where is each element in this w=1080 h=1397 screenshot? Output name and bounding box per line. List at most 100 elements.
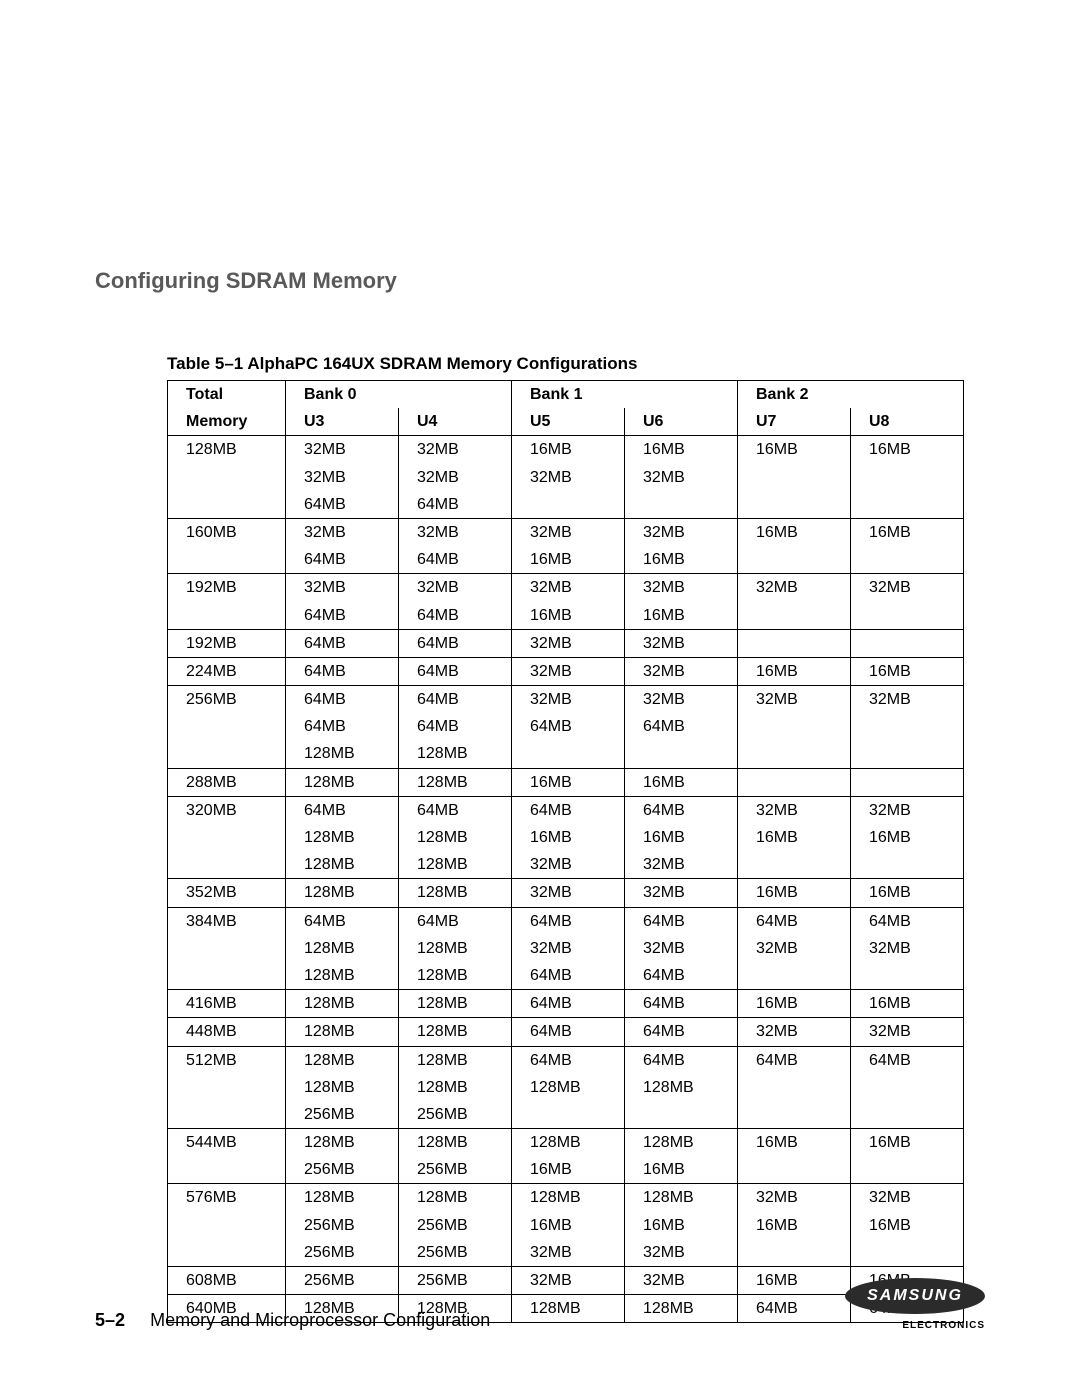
table-cell: 16MB xyxy=(512,602,625,630)
table-cell: 32MB xyxy=(512,879,625,907)
table-cell xyxy=(512,1101,625,1129)
table-cell: 32MB xyxy=(286,574,399,602)
table-cell: 256MB xyxy=(286,1212,399,1239)
table-row: 128MB128MB32MB32MB32MB32MB xyxy=(168,935,964,962)
table-cell: 16MB xyxy=(625,1212,738,1239)
table-cell xyxy=(738,1156,851,1184)
table-cell: 64MB xyxy=(399,907,512,935)
table-cell: 64MB xyxy=(399,686,512,714)
table-cell: 64MB xyxy=(286,546,399,574)
table-cell: 16MB xyxy=(851,879,964,907)
table-cell: 448MB xyxy=(168,1018,286,1046)
table-cell: 32MB xyxy=(286,518,399,546)
table-row: 128MB128MB16MB16MB16MB16MB xyxy=(168,824,964,851)
table-cell: 64MB xyxy=(512,713,625,740)
header-total: Total xyxy=(168,381,286,409)
table-cell: 256MB xyxy=(399,1101,512,1129)
section-title: Configuring SDRAM Memory xyxy=(95,268,985,294)
table-row: 256MB256MB xyxy=(168,1101,964,1129)
table-cell: 64MB xyxy=(399,796,512,824)
table-cell: 32MB xyxy=(625,851,738,879)
table-cell: 32MB xyxy=(625,935,738,962)
table-cell xyxy=(738,1101,851,1129)
table-cell: 16MB xyxy=(512,768,625,796)
table-cell: 32MB xyxy=(738,935,851,962)
table-row: 32MB32MB32MB32MB xyxy=(168,464,964,491)
table-cell: 16MB xyxy=(851,1212,964,1239)
table-row: 288MB128MB128MB16MB16MB xyxy=(168,768,964,796)
table-cell: 64MB xyxy=(286,629,399,657)
table-cell: 16MB xyxy=(625,546,738,574)
table-cell: 128MB xyxy=(286,1074,399,1101)
table-cell xyxy=(738,602,851,630)
table-cell: 128MB xyxy=(399,768,512,796)
table-row: 128MB128MB64MB64MB xyxy=(168,962,964,990)
table-cell: 64MB xyxy=(851,1046,964,1074)
table-cell xyxy=(738,768,851,796)
table-cell: 128MB xyxy=(286,1046,399,1074)
table-row: 160MB32MB32MB32MB32MB16MB16MB xyxy=(168,518,964,546)
table-cell: 128MB xyxy=(399,1046,512,1074)
table-cell: 128MB xyxy=(399,962,512,990)
samsung-logo: SAMSUNG ELECTRONICS xyxy=(845,1278,985,1331)
table-cell: 16MB xyxy=(738,990,851,1018)
table-cell: 32MB xyxy=(738,686,851,714)
page-number: 5–2 xyxy=(95,1310,125,1330)
table-cell xyxy=(738,740,851,768)
table-cell: 64MB xyxy=(512,1046,625,1074)
table-row: 576MB128MB128MB128MB128MB32MB32MB xyxy=(168,1184,964,1212)
table-cell xyxy=(738,464,851,491)
table-cell: 16MB xyxy=(512,1212,625,1239)
table-cell: 32MB xyxy=(625,879,738,907)
table-cell: 128MB xyxy=(286,740,399,768)
table-cell: 64MB xyxy=(738,907,851,935)
table-cell xyxy=(738,713,851,740)
table-cell: 224MB xyxy=(168,657,286,685)
table-row: 320MB64MB64MB64MB64MB32MB32MB xyxy=(168,796,964,824)
header-u4: U4 xyxy=(399,408,512,436)
table-cell: 64MB xyxy=(625,1046,738,1074)
table-row: 128MB32MB32MB16MB16MB16MB16MB xyxy=(168,436,964,464)
table-cell xyxy=(851,464,964,491)
table-row: 192MB64MB64MB32MB32MB xyxy=(168,629,964,657)
table-cell: 128MB xyxy=(286,1018,399,1046)
table-cell: 32MB xyxy=(625,1239,738,1267)
table-cell: 16MB xyxy=(625,824,738,851)
table-cell: 32MB xyxy=(512,1239,625,1267)
table-cell: 128MB xyxy=(286,851,399,879)
table-cell: 288MB xyxy=(168,768,286,796)
table-cell xyxy=(168,1212,286,1239)
table-cell: 128MB xyxy=(286,1184,399,1212)
table-cell: 64MB xyxy=(286,491,399,519)
table-cell xyxy=(851,491,964,519)
table-cell: 32MB xyxy=(851,1184,964,1212)
table-cell: 32MB xyxy=(286,436,399,464)
table-cell xyxy=(738,1239,851,1267)
table-cell: 128MB xyxy=(625,1074,738,1101)
table-cell xyxy=(738,546,851,574)
table-cell: 128MB xyxy=(512,1184,625,1212)
table-cell: 16MB xyxy=(738,879,851,907)
table-cell: 128MB xyxy=(625,1184,738,1212)
table-cell: 416MB xyxy=(168,990,286,1018)
table-cell xyxy=(738,962,851,990)
table-cell xyxy=(851,1239,964,1267)
table-cell: 256MB xyxy=(168,686,286,714)
table-cell xyxy=(738,629,851,657)
table-row: 448MB128MB128MB64MB64MB32MB32MB xyxy=(168,1018,964,1046)
table-cell: 128MB xyxy=(286,824,399,851)
table-cell: 16MB xyxy=(851,990,964,1018)
table-cell: 128MB xyxy=(286,962,399,990)
table-cell: 128MB xyxy=(399,1018,512,1046)
table-cell xyxy=(168,464,286,491)
table-cell: 128MB xyxy=(399,824,512,851)
table-cell: 64MB xyxy=(625,1018,738,1046)
logo-oval: SAMSUNG xyxy=(845,1278,985,1314)
table-cell xyxy=(168,851,286,879)
table-cell: 64MB xyxy=(286,602,399,630)
table-cell: 16MB xyxy=(512,546,625,574)
table-cell: 32MB xyxy=(512,574,625,602)
table-cell: 16MB xyxy=(851,518,964,546)
table-cell: 128MB xyxy=(286,768,399,796)
table-cell: 16MB xyxy=(512,1156,625,1184)
